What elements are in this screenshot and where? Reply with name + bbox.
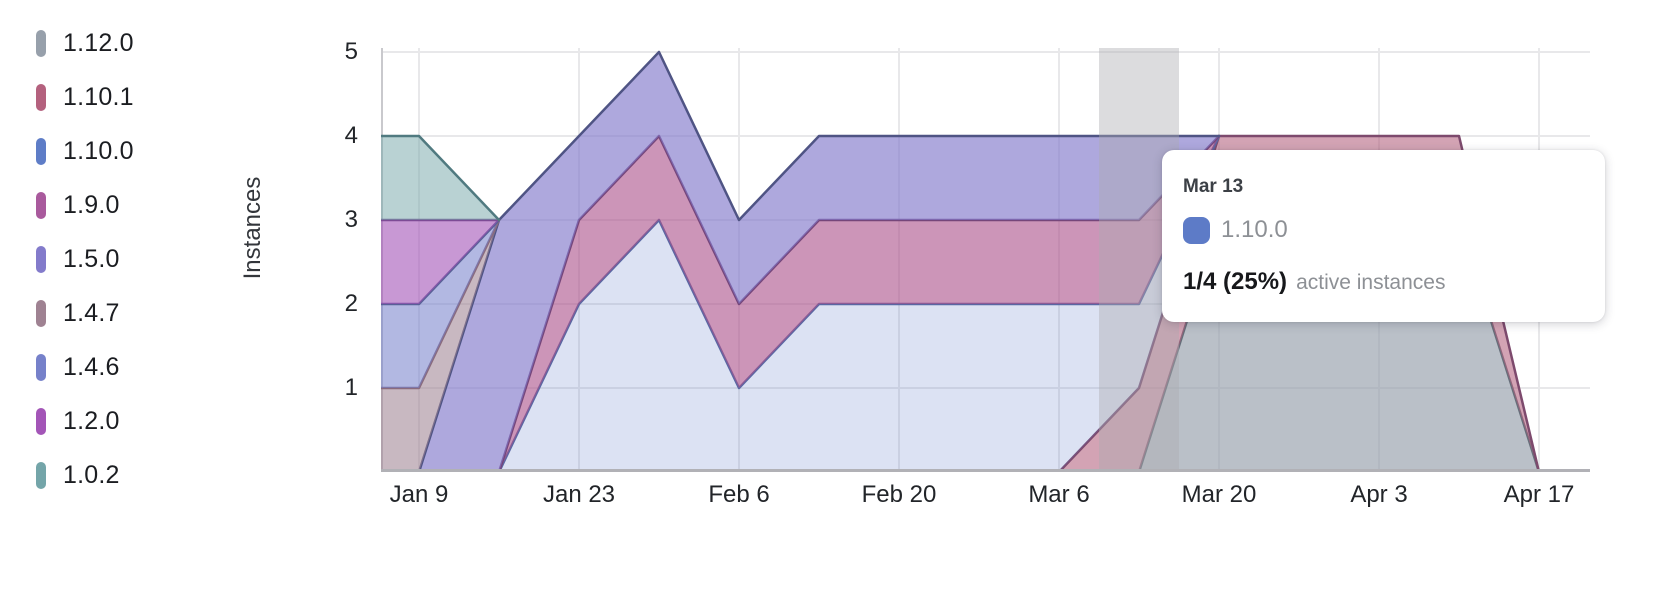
legend-swatch xyxy=(36,192,46,219)
legend-label: 1.12.0 xyxy=(63,29,134,57)
legend-item-1.2.0[interactable]: 1.2.0 xyxy=(36,407,134,435)
legend-swatch xyxy=(36,408,46,435)
line-series-1.10.1 xyxy=(1057,134,1541,472)
x-tick-label: Jan 9 xyxy=(389,481,449,508)
legend-swatch xyxy=(36,300,46,327)
legend: 1.12.0 1.10.1 1.10.0 1.9.0 1.5.0 1.4.7 1.4.6 1.… xyxy=(36,29,134,516)
x-tick-label: Apr 3 xyxy=(1350,481,1408,508)
y-tick-label: 1 xyxy=(344,374,358,401)
x-tick-label: Feb 6 xyxy=(708,481,770,508)
series-swatch xyxy=(1183,216,1210,244)
legend-item-1.4.7[interactable]: 1.4.7 xyxy=(36,299,134,327)
y-tick-label: 5 xyxy=(344,38,358,65)
legend-swatch xyxy=(36,354,46,381)
line-series-1.5.0 xyxy=(417,50,1221,472)
x-tick-label: Feb 20 xyxy=(861,481,937,508)
legend-label: 1.4.7 xyxy=(63,299,120,327)
x-tick-label: Apr 17 xyxy=(1503,481,1575,508)
y-tick-label: 3 xyxy=(344,206,358,233)
legend-label: 1.0.2 xyxy=(63,461,120,489)
y-tick-label: 4 xyxy=(344,122,358,149)
legend-swatch xyxy=(36,30,46,57)
area-series-1.9.0[interactable] xyxy=(381,136,1539,472)
legend-swatch xyxy=(36,462,46,489)
y-tick-label: 2 xyxy=(344,290,358,317)
legend-item-1.9.0[interactable]: 1.9.0 xyxy=(36,191,134,219)
legend-item-1.10.0[interactable]: 1.10.0 xyxy=(36,137,134,165)
line-series-1.0.2 xyxy=(381,134,501,222)
tooltip-series-name: 1.10.0 xyxy=(1221,216,1288,243)
legend-label: 1.10.1 xyxy=(63,83,134,111)
legend-item-1.5.0[interactable]: 1.5.0 xyxy=(36,245,134,273)
legend-item-1.4.6[interactable]: 1.4.6 xyxy=(36,353,134,381)
tooltip-value-row: 1/4 (25%) active instances xyxy=(1183,268,1584,296)
x-tick-label: Mar 20 xyxy=(1181,481,1257,508)
tooltip: Mar 13 1.10.0 1/4 (25%) active instances xyxy=(1162,150,1605,322)
legend-swatch xyxy=(36,84,46,111)
legend-label: 1.10.0 xyxy=(63,137,134,165)
legend-label: 1.5.0 xyxy=(63,245,120,273)
y-axis-title: Instances xyxy=(239,176,266,280)
x-tick-label: Mar 6 xyxy=(1028,481,1090,508)
legend-item-1.0.2[interactable]: 1.0.2 xyxy=(36,461,134,489)
legend-label: 1.4.6 xyxy=(63,353,120,381)
x-tick-label: Jan 23 xyxy=(542,481,616,508)
tooltip-value: 1/4 (25%) xyxy=(1183,268,1288,295)
legend-swatch xyxy=(36,138,46,165)
legend-swatch xyxy=(36,246,46,273)
tooltip-date: Mar 13 xyxy=(1183,176,1244,197)
tooltip-value-suffix: active instances xyxy=(1296,271,1446,294)
tooltip-series-row: 1.10.0 xyxy=(1183,216,1584,244)
legend-item-1.12.0[interactable]: 1.12.0 xyxy=(36,29,134,57)
legend-label: 1.9.0 xyxy=(63,191,120,219)
legend-label: 1.2.0 xyxy=(63,407,120,435)
legend-item-1.10.1[interactable]: 1.10.1 xyxy=(36,83,134,111)
area-series-1.5.0[interactable] xyxy=(381,52,1539,472)
